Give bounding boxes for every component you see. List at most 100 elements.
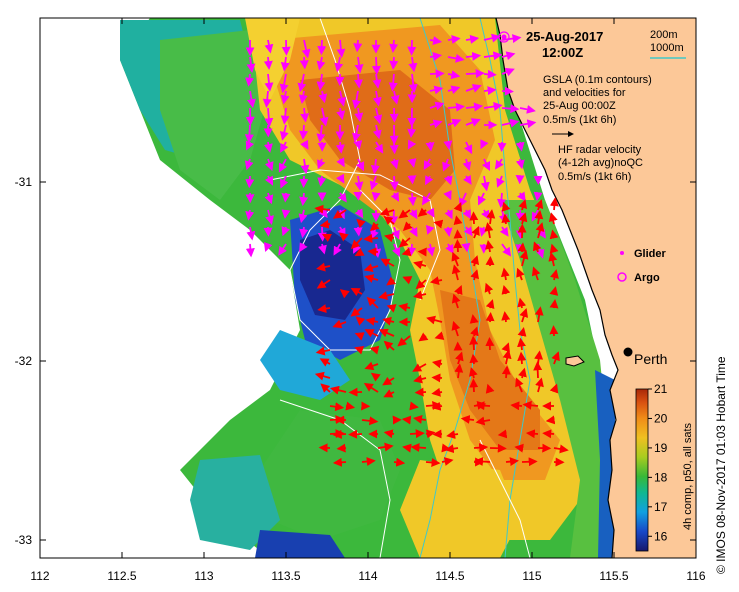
hf-velocity-arrow xyxy=(414,387,427,397)
hf-velocity-arrow xyxy=(542,429,555,439)
gsla-velocity-arrow xyxy=(337,192,347,203)
hf-velocity-arrow xyxy=(425,429,436,439)
hf-velocity-arrow xyxy=(410,443,427,453)
gsla-velocity-arrow xyxy=(426,207,435,218)
hf-velocity-arrow xyxy=(365,316,379,326)
colorbar-tick-label: 20 xyxy=(654,411,668,425)
hf-velocity-arrow xyxy=(473,443,489,453)
gsla-velocity-arrow xyxy=(443,226,453,237)
hf-velocity-arrow xyxy=(501,311,511,323)
hf-velocity-arrow xyxy=(413,414,427,424)
gsla-velocity-arrow xyxy=(390,90,400,105)
colorbar-label: 4h comp, p50, all sats xyxy=(682,422,694,530)
hf-velocity-arrow xyxy=(409,401,419,411)
gsla-velocity-arrow xyxy=(407,124,417,138)
gsla-velocity-arrow xyxy=(483,51,503,61)
hf-velocity-arrow xyxy=(454,351,464,365)
sst-coastal-green xyxy=(500,200,610,558)
gsla-velocity-arrow xyxy=(447,70,461,80)
gsla-velocity-arrow xyxy=(354,56,364,74)
gsla-velocity-arrow xyxy=(373,107,383,125)
hf-velocity-arrow xyxy=(418,332,429,342)
hf-velocity-arrow xyxy=(518,367,527,379)
hf-velocity-arrow xyxy=(549,383,559,394)
hf-velocity-arrow xyxy=(471,225,480,239)
gsla-velocity-arrow xyxy=(407,175,417,185)
gsla-velocity-arrow xyxy=(297,73,307,93)
gsla-velocity-arrow xyxy=(389,175,399,191)
hf-velocity-arrow xyxy=(517,297,527,309)
gsla-velocity-arrow xyxy=(353,140,363,150)
gsla-velocity-arrow xyxy=(336,107,346,121)
gsla-velocity-arrow xyxy=(447,102,465,112)
hf-velocity-arrow xyxy=(401,415,412,425)
sst-north-yellow-strip xyxy=(245,18,300,100)
hf-velocity-arrow xyxy=(551,351,560,365)
gsla-velocity-arrow xyxy=(409,226,418,238)
gsla-velocity-arrow xyxy=(429,69,445,79)
gsla-velocity-arrow xyxy=(465,102,484,112)
gsla-velocity-arrow xyxy=(501,243,512,257)
gsla-velocity-arrow xyxy=(388,73,398,92)
gsla-velocity-arrow xyxy=(501,51,516,61)
hf-velocity-arrow xyxy=(383,340,395,351)
gsla-velocity-arrow xyxy=(279,73,289,94)
hf-velocity-arrow xyxy=(382,316,395,326)
gsla-velocity-arrow xyxy=(429,101,445,111)
gsla-velocity-arrow xyxy=(262,90,272,108)
hf-velocity-arrow xyxy=(314,371,331,381)
gsla-velocity-arrow xyxy=(391,226,400,240)
colorbar-tick-label: 18 xyxy=(654,470,668,484)
gsla-velocity-arrow xyxy=(465,51,482,61)
gsla-velocity-arrow xyxy=(278,158,288,173)
hf-velocity-arrow xyxy=(514,443,524,453)
gsla-velocity-arrow xyxy=(354,175,364,191)
hf-velocity-arrow xyxy=(361,457,376,466)
gsla-velocity-arrow xyxy=(281,192,291,203)
hf-velocity-arrow xyxy=(469,211,479,225)
hf-velocity-arrow xyxy=(413,290,427,300)
hf-velocity-arrow xyxy=(545,415,556,425)
credit-text: © IMOS 08-Nov-2017 01:03 Hobart Time xyxy=(714,356,728,574)
x-tick-label: 112 xyxy=(30,569,49,583)
hf-velocity-arrow xyxy=(453,215,463,226)
hf-velocity-arrow xyxy=(366,296,379,309)
gsla-velocity-arrow xyxy=(374,141,384,154)
hf-velocity-arrow xyxy=(402,276,413,285)
gsla-velocity-arrow xyxy=(496,175,505,188)
hf-velocity-arrow xyxy=(431,387,443,397)
hf-velocity-arrow xyxy=(549,197,559,211)
gsla-velocity-arrow xyxy=(264,73,274,92)
gsla-velocity-arrow xyxy=(429,85,444,95)
map-plot-area xyxy=(40,18,696,558)
depth-legend-200m: 200m xyxy=(650,29,678,41)
hf-velocity-arrow xyxy=(386,304,397,313)
gsla-velocity-arrow xyxy=(353,226,363,237)
hf-velocity-arrow xyxy=(383,215,395,225)
gsla-velocity-arrow xyxy=(317,158,326,170)
hf-velocity-arrow xyxy=(510,401,523,411)
y-axis: -31 -32 -33 xyxy=(15,175,696,547)
hf-velocity-arrow xyxy=(532,241,542,253)
gsla-velocity-arrow xyxy=(316,124,326,143)
hf-velocity-arrow xyxy=(317,304,331,314)
colorbar-tick-label: 21 xyxy=(654,382,668,396)
gsla-velocity-arrow xyxy=(447,118,462,128)
gsla-velocity-arrow xyxy=(281,226,290,237)
gsla-velocity-arrow xyxy=(501,34,522,44)
gsla-velocity-arrow xyxy=(465,84,482,93)
hf-velocity-arrow xyxy=(378,291,395,300)
gsla-velocity-arrow xyxy=(515,226,525,240)
hf-velocity-arrow xyxy=(518,212,528,225)
y-tick-label: -31 xyxy=(15,175,33,189)
gsla-velocity-arrow xyxy=(334,56,344,73)
gsla-velocity-arrow xyxy=(299,242,308,253)
hf-velocity-arrow xyxy=(364,274,379,283)
hf-velocity-arrow xyxy=(319,219,331,229)
gsla-contour-3 xyxy=(279,399,391,558)
x-tick-label: 116 xyxy=(686,569,705,583)
hf-velocity-arrow xyxy=(502,349,512,365)
gsla-velocity-arrow xyxy=(515,141,525,152)
hf-velocity-arrow xyxy=(531,266,541,281)
gsla-velocity-arrow xyxy=(299,124,309,140)
